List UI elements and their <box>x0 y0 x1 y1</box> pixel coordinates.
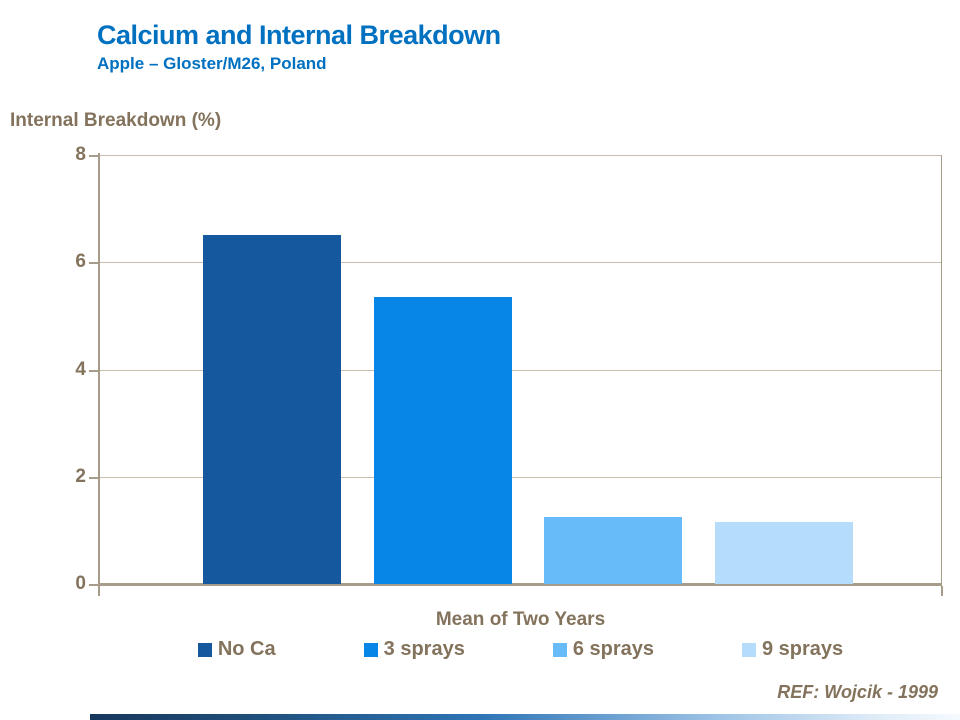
gridline-8 <box>98 155 942 156</box>
y-tick-4 <box>89 370 98 372</box>
slide-header: Calcium and Internal Breakdown Apple – G… <box>97 20 501 74</box>
legend-label: No Ca <box>217 638 276 660</box>
y-tick-2 <box>89 477 98 479</box>
legend-swatch-icon <box>552 642 567 657</box>
legend-swatch-icon <box>197 642 212 657</box>
legend: No Ca 3 sprays 6 sprays 9 sprays <box>100 638 941 661</box>
chart-subtitle: Apple – Gloster/M26, Poland <box>97 54 327 74</box>
y-axis-title: Internal Breakdown (%) <box>10 110 222 131</box>
legend-swatch-icon <box>741 642 756 657</box>
y-tick-6 <box>89 262 98 264</box>
legend-label: 6 sprays <box>572 638 654 660</box>
chart-title: Calcium and Internal Breakdown <box>97 20 501 50</box>
plot-right-border <box>941 155 942 584</box>
y-tick-label-0: 0 <box>75 573 86 594</box>
y-tick-0 <box>89 584 98 586</box>
legend-item-no-ca: No Ca <box>197 638 276 661</box>
legend-label: 9 sprays <box>761 638 844 660</box>
gridline-4 <box>98 370 942 371</box>
legend-label: 3 sprays <box>383 638 465 660</box>
legend-item-9-sprays: 9 sprays <box>741 638 844 661</box>
legend-item-3-sprays: 3 sprays <box>363 638 465 661</box>
x-tick-left <box>98 586 100 596</box>
bar-9-sprays <box>715 522 853 584</box>
y-tick-label-8: 8 <box>75 144 86 165</box>
y-tick-label-6: 6 <box>75 251 86 272</box>
gridline-2 <box>98 477 942 478</box>
bar-6-sprays <box>544 517 682 584</box>
footer-accent-bar <box>90 714 960 720</box>
legend-item-6-sprays: 6 sprays <box>552 638 654 661</box>
y-tick-label-2: 2 <box>75 466 86 487</box>
y-axis-line <box>98 153 100 584</box>
gridline-6 <box>98 262 942 263</box>
reference-text: REF: Wojcik - 1999 <box>777 682 938 702</box>
bar-no-ca <box>203 235 341 584</box>
legend-swatch-icon <box>363 642 378 657</box>
x-tick-right <box>941 586 943 596</box>
x-axis-label: Mean of Two Years <box>435 609 606 630</box>
x-axis-line <box>98 583 942 586</box>
y-tick-label-4: 4 <box>75 359 86 380</box>
bar-3-sprays <box>374 297 512 584</box>
y-tick-8 <box>89 155 98 157</box>
